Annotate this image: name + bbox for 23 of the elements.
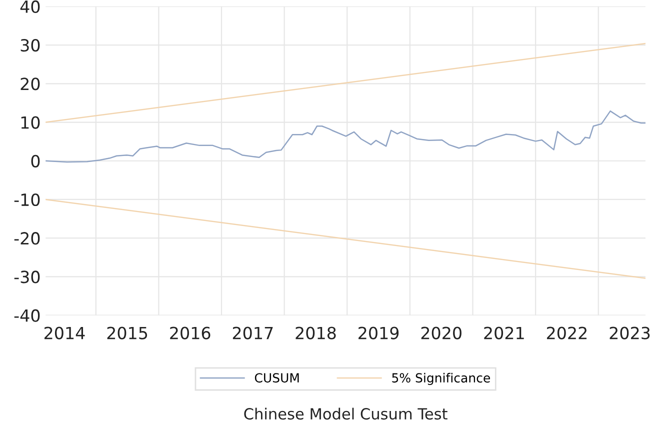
x-tick-label: 2022 (546, 326, 587, 340)
x-tick-label: 2017 (232, 326, 273, 340)
x-tick-label: 2016 (170, 326, 210, 340)
y-tick-label: 20 (20, 78, 40, 90)
y-tick-label: -20 (14, 232, 40, 245)
y-tick-label: 40 (20, 0, 40, 14)
x-tick-label: 2023 (610, 326, 650, 340)
x-tick-label: 2015 (107, 326, 148, 340)
text: Chinese Model Cusum Test (244, 408, 448, 420)
y-tick-label: 30 (20, 39, 40, 52)
y-tick-label: -40 (14, 309, 40, 322)
legend-label: 5% Significance (392, 372, 490, 385)
x-tick-label: 2018 (296, 326, 336, 340)
y-tick-label: 0 (31, 154, 40, 168)
y-tick-label: 10 (21, 116, 40, 129)
line-series (46, 110, 646, 163)
y-tick-label: -10 (14, 193, 40, 206)
x-tick-label: 2020 (421, 326, 462, 340)
x-tick-label: 2019 (358, 326, 399, 340)
legend-label: CUSUM (254, 373, 299, 383)
x-tick-label: 2021 (484, 326, 524, 340)
y-tick-label: -30 (14, 270, 40, 284)
x-tick-label: 2014 (44, 326, 85, 340)
